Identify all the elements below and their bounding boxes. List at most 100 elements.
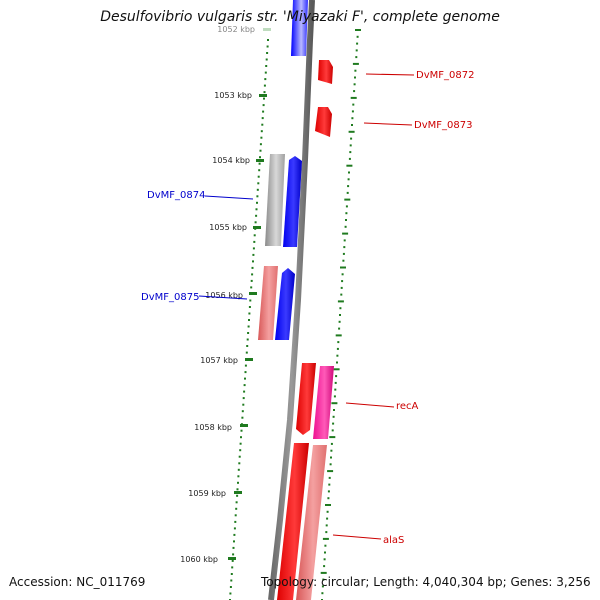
ring-dot [341, 280, 344, 283]
tick-mark [249, 292, 257, 295]
ring-dot [326, 517, 329, 520]
ring-dot [230, 579, 233, 582]
ring-dot [235, 507, 238, 510]
ring-dot [230, 573, 233, 575]
ring-dot [243, 384, 246, 387]
ring-dot [333, 395, 336, 398]
leader-line [345, 402, 395, 408]
ring-dot [328, 483, 331, 486]
gene-label-dvmf-0874[interactable]: DvMF_0874 [147, 190, 205, 201]
genome-summary-text: Topology: circular; Length: 4,040,304 bp… [261, 575, 591, 589]
ring-dot [246, 338, 249, 341]
gene-feature-dvmf-0873[interactable] [315, 107, 332, 137]
ring-dot [237, 468, 240, 471]
ring-dot [339, 307, 342, 310]
ring-dot [255, 214, 258, 217]
gene-feature[interactable] [291, 0, 308, 56]
ring-dot [348, 171, 350, 174]
ring-dot [248, 306, 251, 308]
ring-dot [349, 151, 352, 154]
ring-dot [336, 361, 338, 364]
ring-dot [229, 586, 232, 588]
ring-dot [235, 501, 238, 504]
ring-dot [341, 273, 344, 276]
ring-dot [331, 429, 334, 432]
gene-feature-reca[interactable] [296, 363, 316, 435]
ring-dot [267, 39, 269, 41]
ring-dot [337, 341, 340, 344]
ring-dot [348, 157, 351, 160]
gene-feature[interactable] [275, 268, 295, 340]
ring-dot [249, 299, 252, 302]
ring-dot [251, 266, 254, 269]
tick-label: 1060 kbp [180, 555, 218, 564]
ring-dot [336, 354, 339, 357]
ring-dot [231, 559, 234, 562]
ring-dot [247, 332, 250, 334]
gene-label-dvmf-0872[interactable]: DvMF_0872 [416, 70, 474, 81]
ring-dot [237, 475, 240, 478]
ring-dot [337, 300, 344, 303]
ring-dot [330, 442, 333, 445]
ring-dot [262, 104, 265, 107]
gene-feature-dvmf-0874[interactable] [265, 154, 285, 246]
ring-dot [244, 371, 247, 374]
ring-dot [241, 416, 244, 419]
gene-feature-dvmf-0875[interactable] [258, 266, 278, 340]
tick-mark [240, 424, 248, 427]
ring-dot [239, 442, 242, 445]
ring-dot [241, 410, 244, 413]
leader-line [363, 122, 413, 126]
tick-label: 1056 kbp [205, 291, 243, 300]
ring-dot [263, 97, 265, 100]
ring-dot [330, 456, 332, 459]
ring-dot [322, 578, 325, 581]
ring-dot [343, 239, 346, 242]
ring-dot [323, 558, 326, 561]
ring-dot [232, 553, 235, 556]
gene-feature[interactable] [313, 366, 334, 439]
ring-dot [256, 201, 258, 204]
ring-dot [327, 470, 334, 473]
ring-dot [345, 212, 348, 215]
leader-line [198, 295, 248, 300]
leader-line [365, 73, 415, 76]
gene-feature[interactable] [296, 445, 327, 600]
ring-dot [325, 524, 328, 527]
ring-dot [324, 544, 327, 547]
ring-dot [261, 123, 264, 126]
gene-feature-alas[interactable] [277, 443, 309, 600]
ring-dot [250, 286, 253, 289]
gene-label-alas[interactable]: alaS [383, 535, 404, 546]
tick-mark [234, 491, 242, 494]
genome-backbone [268, 0, 315, 600]
ring-dot [350, 96, 357, 99]
ring-dot [321, 585, 324, 588]
ring-dot [356, 35, 359, 38]
ring-dot [342, 259, 345, 262]
gene-feature[interactable] [283, 156, 302, 247]
ring-dot [252, 253, 255, 256]
ring-dot [325, 504, 331, 506]
ring-dot [255, 208, 258, 211]
ring-dot [335, 375, 338, 378]
gene-label-dvmf-0875[interactable]: DvMF_0875 [141, 292, 199, 303]
ring-dot [346, 164, 353, 167]
ring-dot [248, 319, 250, 321]
ring-dot [332, 422, 335, 425]
gene-label-dvmf-0873[interactable]: DvMF_0873 [414, 120, 472, 131]
ring-dot [352, 62, 359, 65]
ring-dot [261, 117, 264, 120]
ring-dot [326, 510, 329, 513]
gene-feature-dvmf-0872[interactable] [318, 60, 333, 84]
ring-dot [260, 136, 263, 139]
gene-labels: DvMF_0872 DvMF_0873 DvMF_0874 DvMF_0875 … [141, 70, 474, 546]
gene-label-reca[interactable]: recA [396, 401, 419, 412]
ring-dot [265, 65, 268, 67]
ring-dot [247, 325, 250, 328]
ring-dot [345, 219, 347, 221]
ring-dot [252, 247, 255, 250]
tick-mark [256, 159, 264, 162]
ring-dot [344, 198, 351, 201]
